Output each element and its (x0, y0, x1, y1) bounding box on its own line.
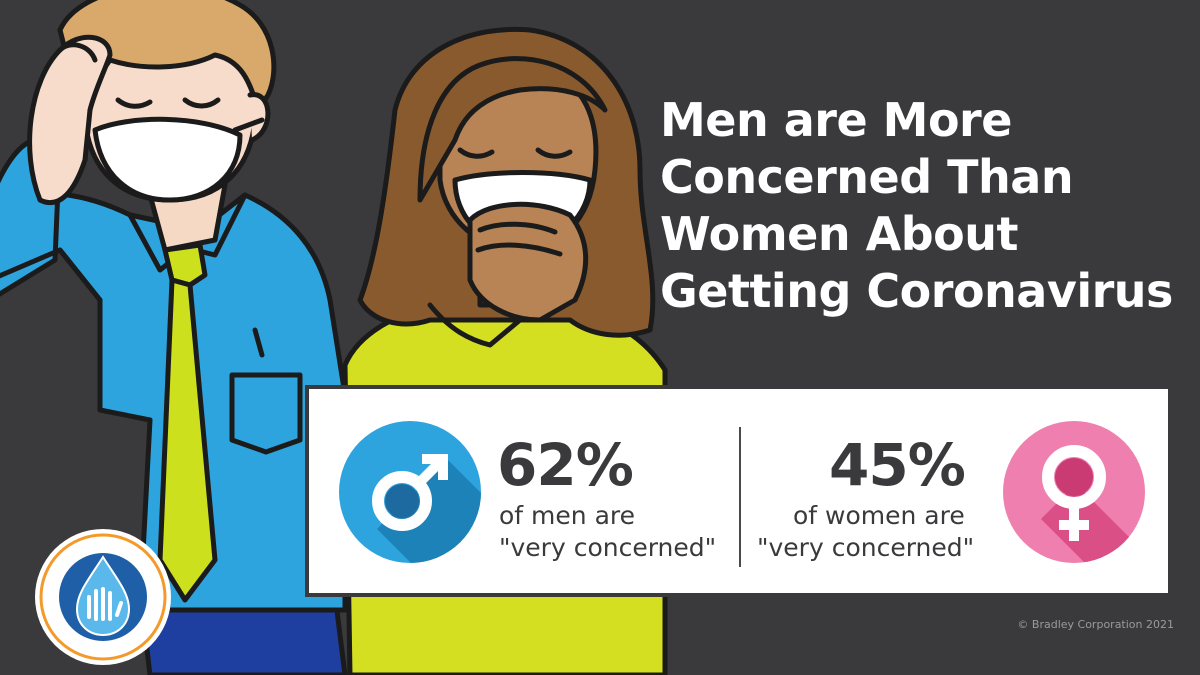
women-percent: 45% (829, 431, 966, 499)
women-desc-line-2: "very concerned" (757, 533, 975, 562)
headline-line-2: Concerned Than (660, 150, 1074, 204)
men-desc-line-1: of men are (499, 501, 635, 530)
women-desc-line-1: of women are (793, 501, 965, 530)
men-desc-line-2: "very concerned" (499, 533, 717, 562)
men-percent: 62% (497, 431, 634, 499)
female-symbol-icon (1003, 421, 1145, 563)
male-symbol-icon (339, 421, 481, 563)
survey-badge (35, 529, 171, 665)
headline-line-1: Men are More (660, 93, 1012, 147)
stat-panel: 62% of men are "very concerned" 45% of w… (305, 385, 1172, 597)
headline-line-3: Women About (660, 207, 1018, 261)
headline: Men are More Concerned Than Women About … (660, 92, 1190, 320)
divider (739, 427, 741, 567)
man-illustration (0, 0, 348, 675)
headline-line-4: Getting Coronavirus (660, 264, 1173, 318)
copyright: © Bradley Corporation 2021 (1017, 618, 1174, 631)
